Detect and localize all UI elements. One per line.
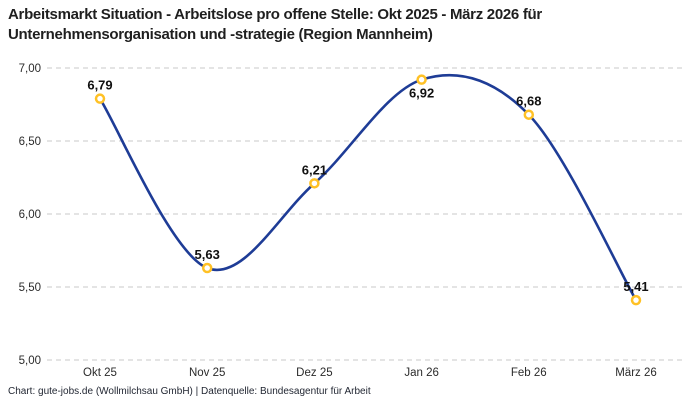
data-point-label: 5,41 <box>623 279 648 294</box>
line-chart: 5,00 5,50 6,00 6,50 7,00 Okt 25 Nov 25 Dez 25 Ja… <box>19 63 686 379</box>
data-point-label: 6,68 <box>516 94 541 109</box>
chart-title: Arbeitsmarkt Situation - Arbeitslose pro… <box>8 6 542 43</box>
x-axis-label: Okt 25 <box>83 367 117 379</box>
x-axis-label: Dez 25 <box>296 367 332 379</box>
series-line <box>98 73 638 302</box>
y-tick-label: 5,00 <box>19 355 41 367</box>
x-axis-label: Feb 26 <box>511 367 547 379</box>
data-point-marker[interactable] <box>523 109 535 120</box>
y-tick-label: 7,00 <box>19 63 41 75</box>
data-point-label: 5,63 <box>195 247 220 262</box>
data-point-label: 6,21 <box>302 162 327 177</box>
y-tick-label: 6,50 <box>19 136 41 148</box>
data-point-marker[interactable] <box>201 262 213 274</box>
data-point-label: 6,92 <box>409 86 434 101</box>
data-point-label: 6,79 <box>87 78 112 93</box>
y-tick-label: 6,00 <box>19 209 41 221</box>
x-axis-label: Jan 26 <box>404 367 439 379</box>
data-point-marker[interactable] <box>94 93 106 104</box>
chart-source-credit: Chart: gute-jobs.de (Wollmilchsau GmbH) … <box>8 386 371 397</box>
data-point-marker[interactable] <box>309 178 320 189</box>
data-point-marker[interactable] <box>416 74 427 85</box>
data-point-marker[interactable] <box>630 294 642 306</box>
y-tick-label: 5,50 <box>19 282 41 294</box>
x-axis-label: März 26 <box>615 367 657 379</box>
x-axis-label: Nov 25 <box>189 367 225 379</box>
